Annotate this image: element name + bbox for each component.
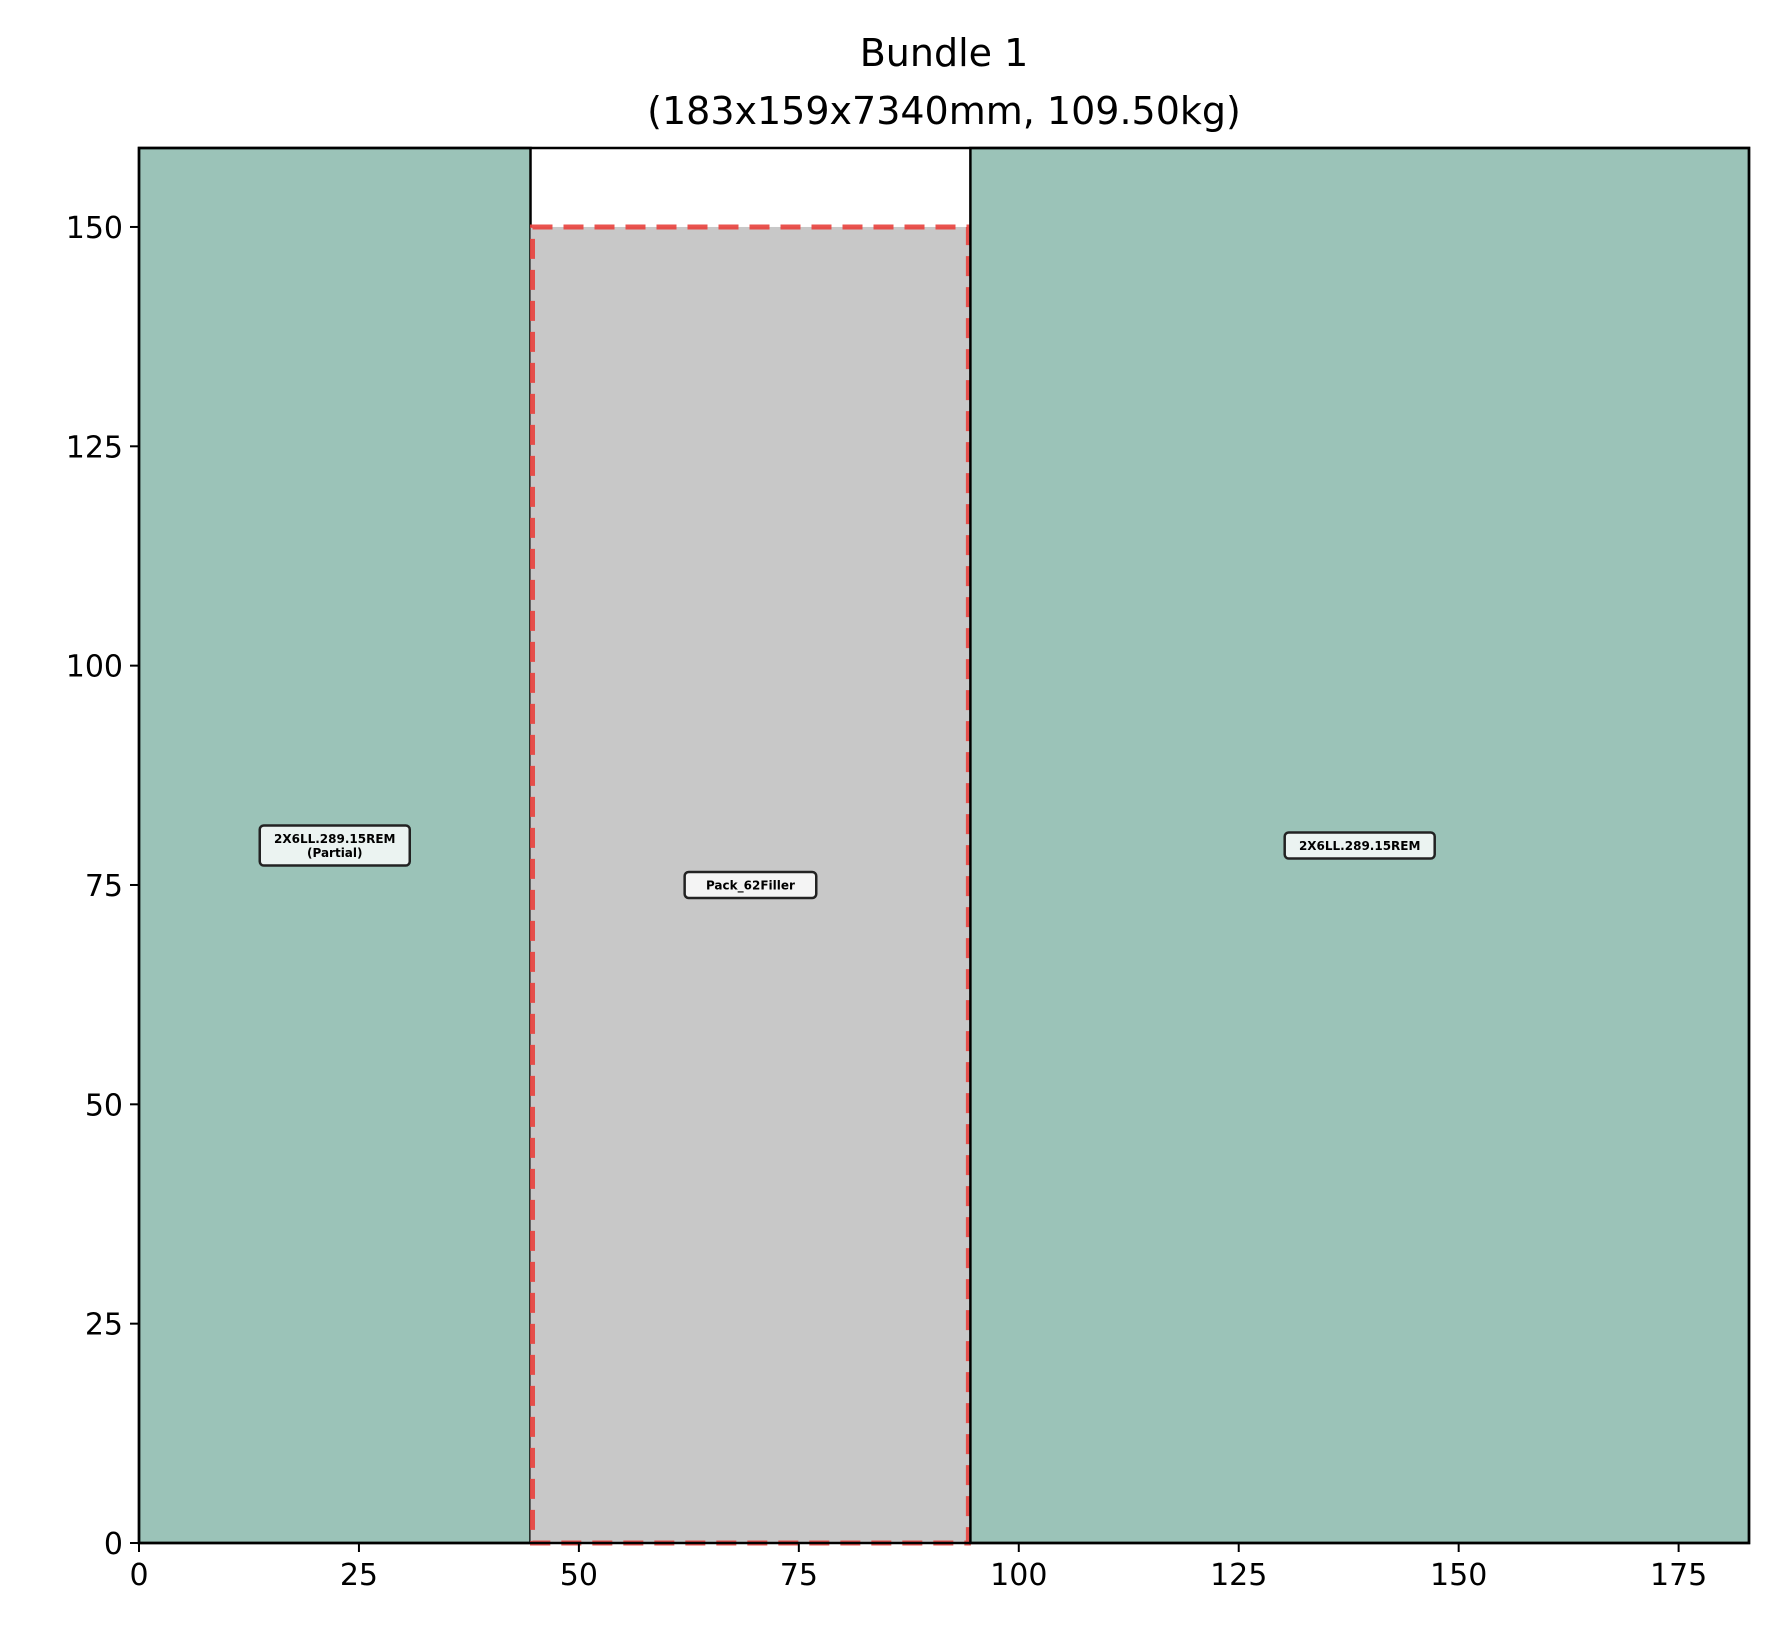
x-tick-label: 150 — [1430, 1558, 1487, 1593]
x-tick-label: 25 — [340, 1558, 378, 1593]
y-tick-label: 75 — [85, 869, 123, 904]
y-tick-label: 25 — [85, 1308, 123, 1343]
y-tick-label: 100 — [66, 650, 123, 685]
chart-title: Bundle 1 — [860, 31, 1029, 75]
box-label-text-0-1: (Partial) — [307, 846, 363, 860]
box-label-bg-0 — [258, 824, 412, 867]
box-label-2: 2X6LL.289.15REM — [1283, 831, 1436, 860]
y-tick-label: 0 — [104, 1527, 123, 1562]
box-label-0: 2X6LL.289.15REM(Partial) — [258, 824, 412, 867]
ticks-layer: 0 25 50 75 100 125 150 175 0 25 50 75 100 125 150 — [66, 211, 1708, 1593]
y-tick-label: 50 — [85, 1088, 123, 1123]
x-tick-label: 0 — [129, 1558, 148, 1593]
y-tick-label: 150 — [66, 211, 123, 246]
box-label-1: Pack_62Filler — [683, 870, 818, 900]
box-label-text-2-0: 2X6LL.289.15REM — [1299, 839, 1421, 853]
box-label-bg-2 — [1283, 831, 1436, 860]
x-tick-label: 125 — [1210, 1558, 1267, 1593]
x-tick-label: 175 — [1650, 1558, 1707, 1593]
x-tick-label: 50 — [560, 1558, 598, 1593]
box-label-bg-1 — [683, 870, 818, 900]
box-label-text-0-0: 2X6LL.289.15REM — [274, 832, 396, 846]
x-tick-label: 100 — [990, 1558, 1047, 1593]
chart-subtitle: (183x159x7340mm, 109.50kg) — [647, 89, 1241, 133]
boxes-layer: 2X6LL.289.15REM(Partial)Pack_62Filler2X6… — [137, 146, 1751, 1546]
box-label-text-1-0: Pack_62Filler — [706, 878, 795, 893]
plot-frame — [137, 146, 1751, 1545]
x-tick-label: 75 — [780, 1558, 818, 1593]
y-tick-label: 125 — [66, 430, 123, 465]
